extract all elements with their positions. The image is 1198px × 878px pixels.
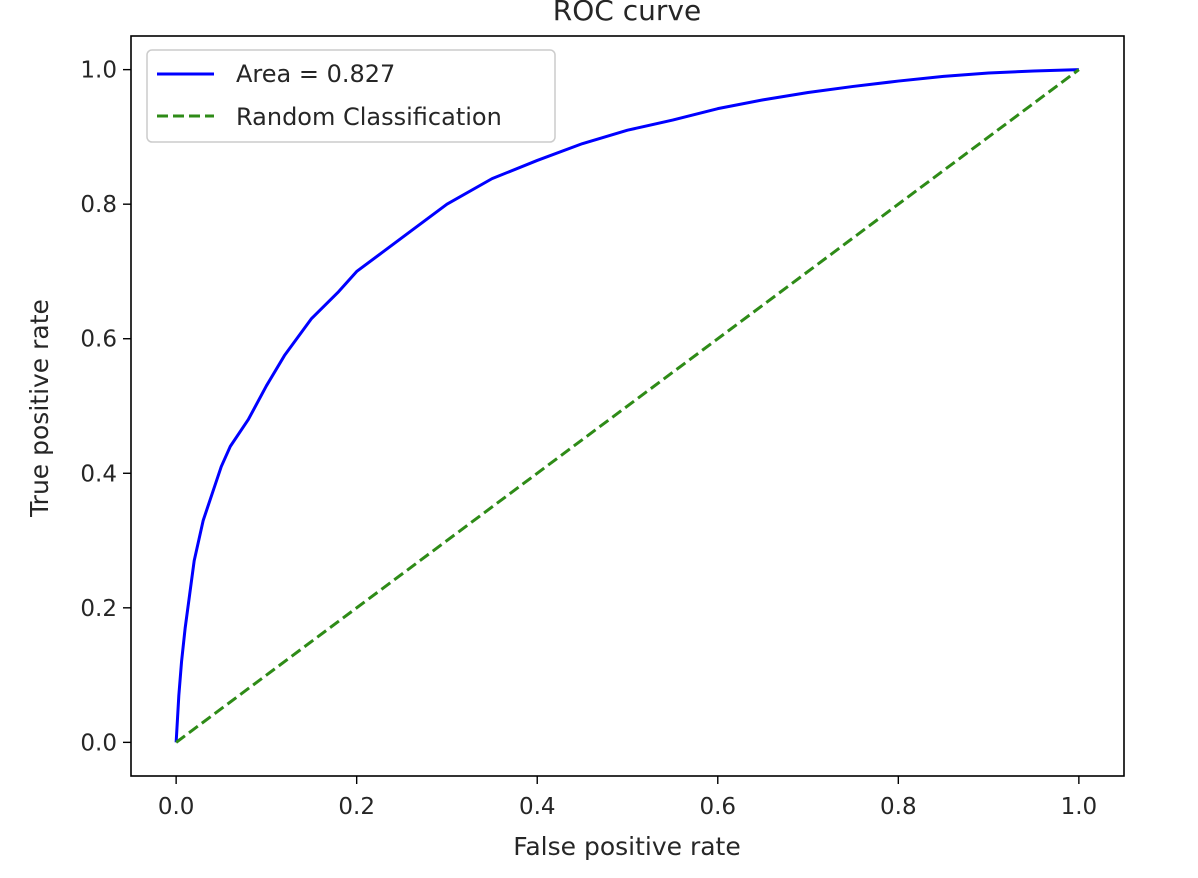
x-tick-label: 0.6 bbox=[699, 794, 736, 820]
y-tick-label: 0.6 bbox=[80, 327, 117, 353]
y-tick-label: 0.4 bbox=[80, 461, 117, 487]
legend: Area = 0.827 Random Classification bbox=[146, 49, 556, 143]
roc-curve-line bbox=[174, 68, 1079, 743]
x-tick-label: 0.0 bbox=[158, 794, 195, 820]
plot-frame bbox=[130, 35, 1125, 777]
random-classification-line bbox=[175, 68, 1080, 744]
legend-frame bbox=[146, 49, 556, 143]
chart-title: ROC curve bbox=[553, 0, 701, 27]
x-tick-label: 0.8 bbox=[880, 794, 917, 820]
x-tick-label: 0.2 bbox=[338, 794, 375, 820]
y-tick-label: 1.0 bbox=[80, 58, 117, 84]
y-tick-label: 0.8 bbox=[80, 192, 117, 218]
x-tick-label: 1.0 bbox=[1061, 794, 1098, 820]
x-axis-label: False positive rate bbox=[513, 832, 741, 861]
y-tick-label: 0.0 bbox=[80, 730, 117, 756]
legend-label-roc: Area = 0.827 bbox=[236, 60, 395, 88]
legend-label-random: Random Classification bbox=[236, 103, 502, 131]
y-axis-label: True positive rate bbox=[25, 299, 54, 518]
y-tick-label: 0.2 bbox=[80, 596, 117, 622]
x-tick-label: 0.4 bbox=[519, 794, 556, 820]
